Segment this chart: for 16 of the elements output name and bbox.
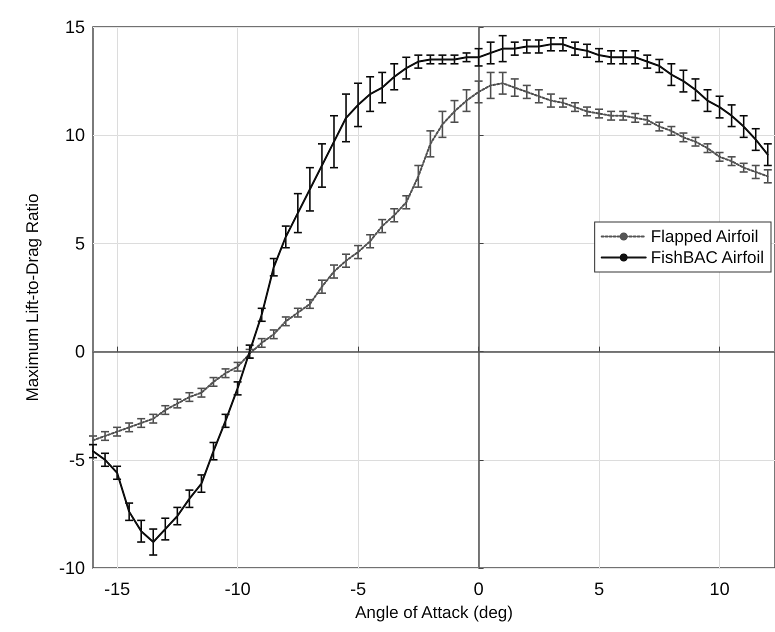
y-axis-title: Maximum Lift-to-Drag Ratio (23, 194, 42, 402)
y-tick-label: -5 (68, 450, 85, 470)
y-tick-label: 10 (64, 125, 85, 146)
x-tick-label: -15 (104, 579, 130, 599)
y-tick-label: 15 (64, 17, 85, 37)
y-tick-label: 5 (74, 233, 85, 254)
x-tick-label: 10 (710, 579, 730, 599)
legend-label: Flapped Airfoil (650, 227, 758, 246)
x-tick-label: -10 (224, 579, 251, 599)
y-tick-label: 0 (74, 342, 85, 362)
x-tick-label: 0 (474, 579, 484, 599)
x-axis-title: Angle of Attack (deg) (355, 603, 513, 622)
y-tick-label: -10 (58, 558, 85, 578)
x-tick-label: 5 (594, 579, 604, 599)
legend-label: FishBAC Airfoil (650, 248, 764, 267)
x-tick-label: -5 (350, 579, 366, 599)
